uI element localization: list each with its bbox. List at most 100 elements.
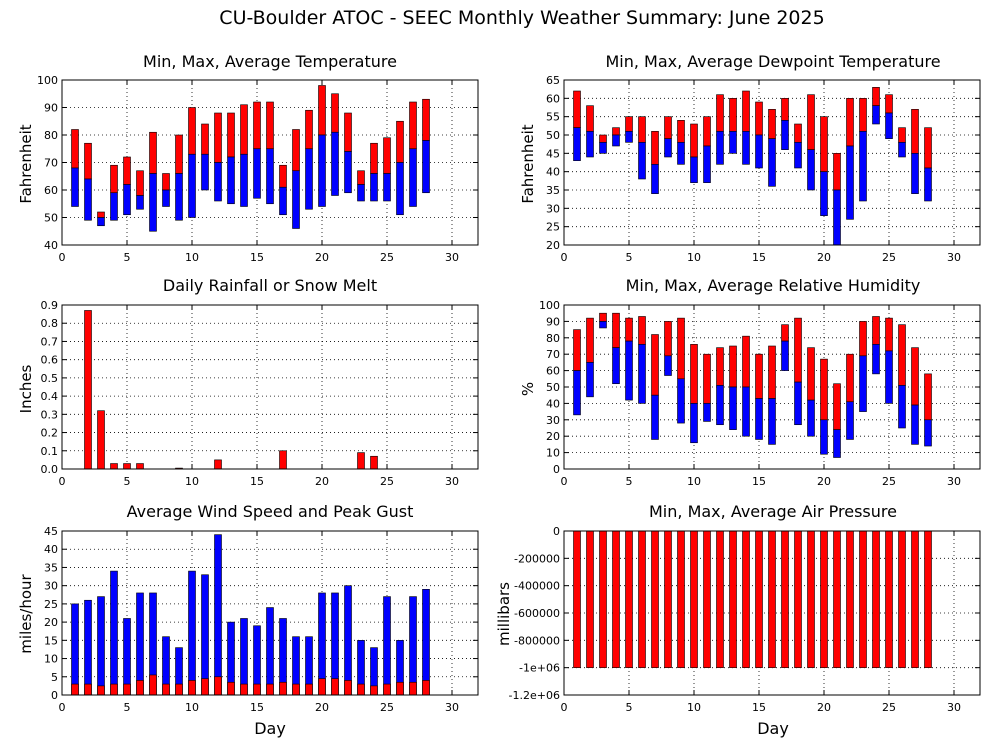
x-tick-label: 15 [752,701,766,714]
avg-to-max-bar [898,127,906,143]
min-to-max-bar [664,530,672,668]
min-to-avg-bar [755,398,763,440]
rainfall-bar [97,410,105,470]
min-to-avg-bar [383,173,391,202]
avg-to-max-bar [820,116,828,172]
min-to-max-bar [573,530,581,668]
avg-to-max-bar [357,170,365,185]
y-tick-label: 90 [546,315,560,328]
min-to-max-bar [729,530,737,668]
min-to-max-bar [872,530,880,668]
avg-to-max-bar [664,116,672,139]
pressure-panel: Min, Max, Average Air Pressure millibars… [495,502,981,738]
average-speed-bar [123,683,131,696]
average-speed-bar [292,683,300,696]
avg-to-max-bar [638,316,646,345]
avg-to-max-bar [781,98,789,121]
peak-gust-bar [201,574,209,696]
min-to-avg-bar [612,134,620,147]
rainfall-bar [214,459,222,470]
min-to-avg-bar [833,429,841,458]
min-to-max-bar [781,530,789,668]
x-tick-label: 5 [626,251,633,264]
y-axis-label: millibars [495,582,513,646]
average-speed-bar [422,680,430,696]
min-to-avg-bar [625,131,633,143]
avg-to-max-bar [370,142,378,174]
x-tick-label: 5 [124,701,131,714]
min-to-avg-bar [807,149,815,191]
min-to-avg-bar [716,385,724,426]
min-to-avg-bar [266,148,274,205]
average-speed-bar [357,683,365,696]
y-tick-label: 30 [44,580,58,593]
rainfall-bar [110,463,118,470]
x-tick-label: 20 [315,701,329,714]
min-to-max-bar [924,530,932,668]
avg-to-max-bar [266,101,274,150]
min-to-avg-bar [651,164,659,194]
y-tick-label: 30 [546,202,560,215]
y-tick-label: 55 [546,111,560,124]
y-tick-label: -600000 [514,607,560,620]
min-to-avg-bar [859,355,867,412]
min-to-avg-bar [625,340,633,401]
peak-gust-bar [97,596,105,696]
y-tick-label: 25 [546,221,560,234]
x-tick-label: 20 [315,251,329,264]
min-to-avg-bar [924,167,932,202]
min-to-max-bar [690,530,698,668]
panel-title: Min, Max, Average Dewpoint Temperature [605,52,940,71]
average-speed-bar [188,680,196,696]
min-to-max-bar [599,530,607,668]
avg-to-max-bar [911,347,919,406]
min-to-avg-bar [638,344,646,404]
min-to-avg-bar [807,399,815,437]
x-tick-label: 10 [687,701,701,714]
min-to-max-bar [911,530,919,668]
x-tick-label: 15 [250,475,264,488]
peak-gust-bar [110,570,118,696]
avg-to-max-bar [742,335,750,388]
y-tick-label: 10 [546,447,560,460]
avg-to-max-bar [716,347,724,386]
x-axis-label: Day [757,719,789,738]
avg-to-max-bar [344,112,352,152]
avg-to-max-bar [729,98,737,132]
panel-title: Min, Max, Average Relative Humidity [626,276,921,295]
y-tick-label: -800000 [514,634,560,647]
x-tick-label: 10 [185,701,199,714]
average-speed-bar [344,680,352,696]
min-to-max-bar [586,530,594,668]
avg-to-max-bar [729,345,737,388]
y-tick-label: 0 [51,689,58,702]
min-to-max-bar [768,530,776,668]
min-to-avg-bar [292,170,300,229]
x-tick-label: 25 [882,251,896,264]
x-tick-label: 0 [59,701,66,714]
y-tick-label: -1.2e+06 [509,689,560,702]
x-tick-label: 10 [687,475,701,488]
average-speed-bar [396,681,404,696]
x-tick-label: 25 [380,251,394,264]
y-tick-label: 35 [546,184,560,197]
panel-title: Average Wind Speed and Peak Gust [127,502,414,521]
y-tick-label: 0.2 [41,427,59,440]
x-tick-label: 5 [124,475,131,488]
avg-to-max-bar [885,317,893,352]
min-to-max-bar [898,530,906,668]
y-tick-label: 25 [44,598,58,611]
y-tick-label: 0.3 [41,408,59,421]
avg-to-max-bar [573,329,581,371]
min-to-avg-bar [201,153,209,191]
avg-to-max-bar [599,134,607,143]
x-tick-label: 5 [626,475,633,488]
avg-to-max-bar [703,116,711,147]
x-tick-label: 5 [124,251,131,264]
avg-to-max-bar [292,129,300,172]
avg-to-max-bar [396,120,404,163]
peak-gust-bar [136,592,144,696]
min-to-avg-bar [110,192,118,221]
peak-gust-bar [266,607,274,696]
x-tick-label: 0 [561,475,568,488]
